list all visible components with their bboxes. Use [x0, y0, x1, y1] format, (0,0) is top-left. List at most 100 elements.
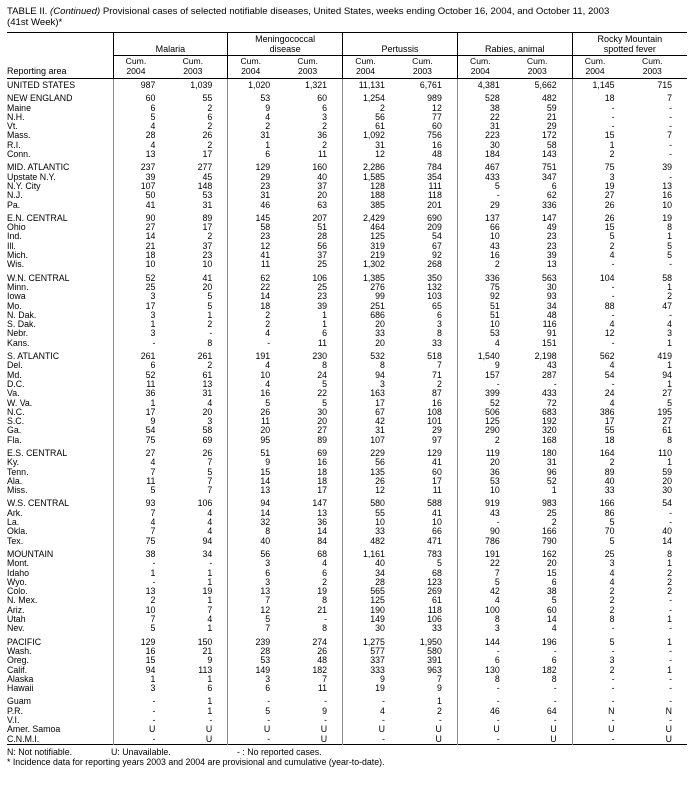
value-cell: 41 [170, 269, 229, 283]
table-row-hawaii: Hawaii 3 6 6 11 19 9 - - - - [7, 683, 687, 694]
value-cell: 3 [150, 328, 156, 339]
value-cell: 13 [285, 508, 344, 519]
value-cell: 180 [514, 444, 573, 459]
value-cell: 10 [489, 319, 500, 330]
table-row-ky: Ky. 4 7 9 16 56 41 20 31 2 1 [7, 457, 687, 468]
value-cell: 145 [255, 212, 271, 223]
value-cell: - [669, 121, 672, 132]
value-cell: 53 [170, 190, 229, 201]
value-cell: 6 [285, 103, 344, 113]
column-group-pertussis: Pertussis [342, 31, 458, 57]
value-cell: 41 [399, 457, 458, 468]
value-cell: 6 [265, 567, 271, 578]
table-row-upstate-n-y: Upstate N.Y. 39 45 29 40 1,585 354 433 347 3 - [7, 171, 687, 182]
table-row-mont: Mont. - - 3 4 40 5 22 20 3 1 [7, 558, 687, 569]
value-cell: 97 [399, 435, 458, 445]
value-cell: 46 [489, 705, 500, 716]
value-cell: 528 [485, 93, 500, 104]
value-cell: 229 [370, 447, 385, 458]
value-cell: 59 [514, 103, 573, 113]
column-group-label: Rocky Mountain spotted fever [597, 34, 663, 54]
value-cell: 9 [399, 683, 458, 694]
value-cell: 784 [399, 159, 458, 173]
value-cell: 100 [485, 604, 500, 615]
value-cell: - [611, 337, 615, 348]
value-cell: 2 [514, 517, 573, 528]
column-group-malaria: Malaria [113, 31, 229, 57]
value-cell: 53 [489, 328, 500, 339]
value-cell: 42 [375, 416, 385, 427]
value-cell: 95 [260, 434, 271, 445]
value-cell: 563 [514, 269, 573, 283]
value-cell: 20 [285, 416, 344, 427]
table-row-e-s-central: E.S. CENTRAL 27 26 51 69 229 129 119 180 164 110 [7, 444, 687, 459]
value-cell: 4 [667, 319, 672, 330]
value-cell: 14 [260, 475, 271, 486]
value-cell: 19 [604, 180, 615, 191]
value-cell: 62 [514, 190, 573, 201]
value-cell: 1 [609, 139, 615, 150]
value-cell: 399 [485, 388, 500, 399]
value-cell: 2 [170, 103, 229, 113]
value-cell: 1,585 [362, 171, 385, 182]
value-cell: 31 [260, 190, 271, 201]
value-cell: U [608, 724, 615, 735]
value-cell: 48 [399, 149, 458, 160]
value-cell: 201 [399, 200, 458, 210]
value-cell: - [496, 378, 500, 389]
value-cell: 23 [514, 241, 573, 252]
value-cell: - [382, 696, 385, 707]
value-cell: 17 [375, 397, 385, 408]
document-page: TABLE II. (Continued) Provisional cases … [7, 6, 687, 768]
reporting-area-cell: Nev. [7, 624, 114, 634]
value-cell: 1 [170, 568, 229, 578]
reporting-area-cell: Okla. [7, 527, 114, 537]
value-cell: 75 [604, 162, 615, 173]
value-cell: 3 [609, 558, 615, 569]
value-cell: 31 [514, 457, 573, 468]
value-cell: U [493, 724, 500, 735]
value-cell: 29 [489, 199, 500, 210]
value-cell: 4 [609, 250, 615, 261]
value-cell: 34 [170, 545, 229, 560]
value-cell: 33 [399, 338, 458, 349]
value-cell: 26 [170, 131, 229, 141]
value-cell: 128 [370, 180, 385, 191]
value-cell: 347 [514, 172, 573, 182]
footnotes: N: Not notifiable. U: Unavailable. - : No … [7, 747, 687, 768]
value-cell: 6 [150, 102, 156, 113]
value-cell: 118 [399, 190, 458, 201]
value-cell: 41 [145, 199, 156, 210]
value-cell: 1,540 [477, 351, 500, 362]
value-cell: 565 [370, 586, 385, 597]
value-cell: 963 [399, 665, 458, 675]
value-cell: 27 [145, 222, 156, 233]
value-cell: 751 [514, 159, 573, 173]
value-cell: 56 [285, 241, 344, 252]
value-cell: 14 [285, 527, 344, 537]
value-cell: 4 [150, 139, 156, 150]
value-cell: 13 [170, 379, 229, 390]
value-cell: 94 [662, 369, 672, 380]
table-row-tex: Tex. 75 94 40 84 482 471 786 790 5 14 [7, 536, 687, 546]
table-header: Reporting area Malaria Meningococcal disea… [7, 31, 687, 79]
value-cell: 506 [485, 406, 500, 417]
value-cell: 148 [170, 181, 229, 192]
value-cell: 1 [170, 674, 229, 685]
value-cell: 5 [150, 623, 156, 634]
value-cell: 10 [399, 517, 458, 528]
value-cell: 69 [285, 444, 344, 459]
value-cell: 261 [170, 348, 229, 362]
value-cell: 88 [604, 300, 615, 311]
value-cell: - [267, 715, 271, 725]
reporting-area-cell: E.S. CENTRAL [7, 444, 114, 459]
value-cell: 130 [485, 664, 500, 675]
value-cell: 20 [285, 190, 344, 201]
value-cell: 129 [255, 162, 271, 173]
value-cell: 2 [609, 586, 615, 597]
value-cell: 6 [399, 310, 458, 321]
value-cell: - [514, 646, 573, 657]
value-cell: 20 [375, 319, 385, 330]
table-row-del: Del. 6 2 4 8 8 7 9 43 4 1 [7, 361, 687, 371]
table-row-d-c: D.C. 11 13 4 5 3 2 - - - 1 [7, 378, 687, 390]
